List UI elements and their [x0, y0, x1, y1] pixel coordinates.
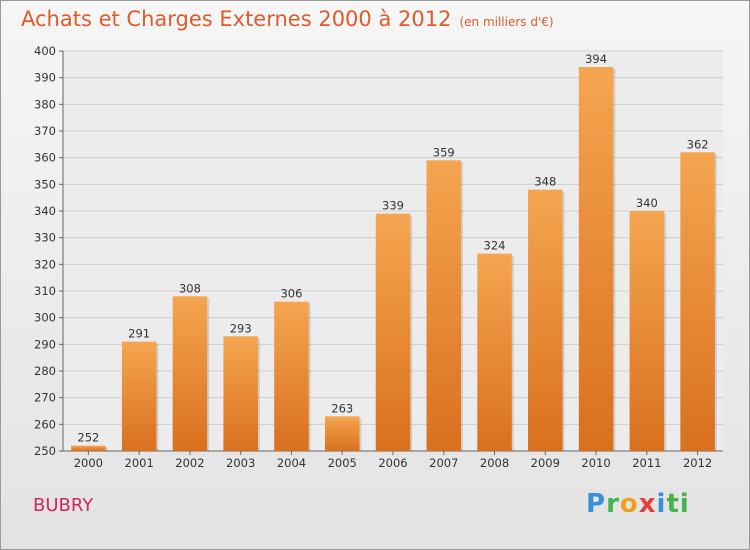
- logo-letter: ti: [666, 489, 690, 519]
- x-tick-label: 2003: [226, 456, 255, 470]
- chart-unit: (en milliers d'€): [459, 15, 554, 29]
- data-label: 324: [484, 239, 506, 253]
- proxiti-logo: Proxiti: [586, 489, 690, 519]
- bar: [375, 213, 411, 451]
- bar: [324, 416, 360, 451]
- bar: [528, 189, 563, 451]
- x-tick-label: 2007: [429, 456, 458, 470]
- bar: [680, 152, 715, 452]
- bar: [121, 341, 157, 451]
- y-tick-label: 290: [34, 337, 56, 351]
- chart-title-text: Achats et Charges Externes 2000 à 2012: [21, 7, 452, 31]
- data-label: 348: [534, 175, 556, 189]
- x-tick-label: 2001: [125, 456, 154, 470]
- logo-letter: P: [586, 489, 607, 519]
- logo-letter: o: [619, 489, 639, 519]
- y-tick-label: 330: [34, 231, 56, 245]
- data-label: 339: [382, 199, 404, 213]
- bar: [426, 160, 462, 452]
- y-tick-label: 250: [34, 444, 56, 458]
- data-label: 263: [331, 401, 353, 415]
- x-tick-label: 2000: [74, 456, 103, 470]
- logo-letter: r: [606, 489, 620, 519]
- y-tick-label: 340: [34, 204, 56, 218]
- x-tick-label: 2011: [632, 456, 661, 470]
- bar: [223, 336, 258, 451]
- data-label: 252: [77, 431, 99, 445]
- bar: [477, 253, 512, 451]
- data-label: 308: [179, 281, 201, 295]
- y-tick-label: 350: [34, 177, 56, 191]
- bar: [172, 296, 208, 451]
- x-tick-label: 2002: [175, 456, 204, 470]
- data-label: 291: [128, 327, 150, 341]
- data-label: 340: [636, 196, 658, 210]
- data-label: 394: [585, 52, 607, 66]
- x-tick-label: 2009: [531, 456, 560, 470]
- x-tick-label: 2010: [581, 456, 610, 470]
- x-tick-label: 2008: [480, 456, 509, 470]
- y-tick-label: 260: [34, 417, 56, 431]
- logo-letter: x: [638, 489, 657, 519]
- y-tick-label: 300: [34, 311, 56, 325]
- chart-title: Achats et Charges Externes 2000 à 2012 (e…: [21, 7, 554, 31]
- bar: [71, 445, 106, 451]
- y-tick-label: 400: [34, 44, 56, 58]
- data-label: 293: [230, 321, 252, 335]
- y-tick-label: 310: [34, 284, 56, 298]
- logo-letter: i: [656, 489, 667, 519]
- y-tick-label: 280: [34, 364, 56, 378]
- y-tick-label: 320: [34, 257, 56, 271]
- bar: [629, 211, 665, 451]
- data-label: 362: [687, 137, 709, 151]
- x-tick-label: 2012: [683, 456, 712, 470]
- y-tick-label: 370: [34, 124, 56, 138]
- y-tick-label: 390: [34, 71, 56, 85]
- x-tick-label: 2004: [277, 456, 306, 470]
- y-tick-label: 380: [34, 97, 56, 111]
- data-label: 359: [433, 145, 455, 159]
- y-tick-label: 270: [34, 391, 56, 405]
- bar: [578, 67, 614, 451]
- x-tick-label: 2005: [328, 456, 357, 470]
- place-name: BUBRY: [33, 495, 94, 516]
- x-tick-label: 2006: [378, 456, 407, 470]
- bar: [274, 301, 309, 451]
- y-tick-label: 360: [34, 151, 56, 165]
- data-label: 306: [280, 287, 302, 301]
